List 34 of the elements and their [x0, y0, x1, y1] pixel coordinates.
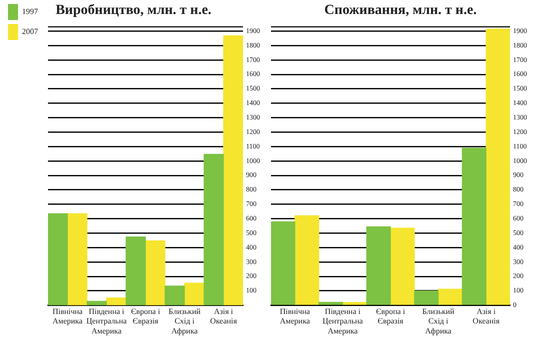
chart-title: Виробництво, млн. т н.е. — [56, 3, 212, 18]
bar — [366, 226, 391, 305]
legend-label: 2007 — [22, 27, 38, 36]
x-tick-label: Європа і Євразія — [130, 307, 161, 326]
bar — [48, 213, 68, 306]
bar — [294, 215, 320, 305]
x-tick-label: Азія і Океанія — [472, 307, 500, 326]
x-tick-label: Близький Схід і Африка — [422, 307, 456, 336]
x-tick-label: Південна і Центральна Америка — [86, 307, 128, 336]
bar — [164, 286, 185, 306]
bar — [204, 154, 224, 306]
x-tick-label: Європа і Євразія — [376, 307, 406, 326]
bar — [271, 221, 296, 305]
bar — [318, 302, 344, 305]
legend-label: 1997 — [22, 7, 38, 16]
bar — [145, 240, 166, 306]
bar — [486, 28, 510, 305]
bar — [462, 148, 486, 305]
bar — [342, 302, 367, 305]
bar — [86, 300, 107, 306]
bar — [106, 298, 126, 306]
x-tick-label: Близький Схід і Африка — [168, 307, 202, 336]
bar — [126, 236, 146, 306]
bar — [184, 282, 204, 306]
bar — [414, 290, 439, 305]
bar — [438, 288, 463, 305]
bar — [390, 228, 415, 305]
x-tick-label: Північна Америка — [52, 307, 84, 326]
bar — [67, 213, 88, 306]
chart-title: Споживання, млн. т н.е. — [324, 3, 477, 18]
bar — [223, 35, 243, 306]
x-tick-label: Азія і Океанія — [210, 307, 238, 326]
x-tick-label: Північна Америка — [280, 307, 310, 326]
x-tick-label: Південна і Центральна Америка — [322, 307, 364, 336]
